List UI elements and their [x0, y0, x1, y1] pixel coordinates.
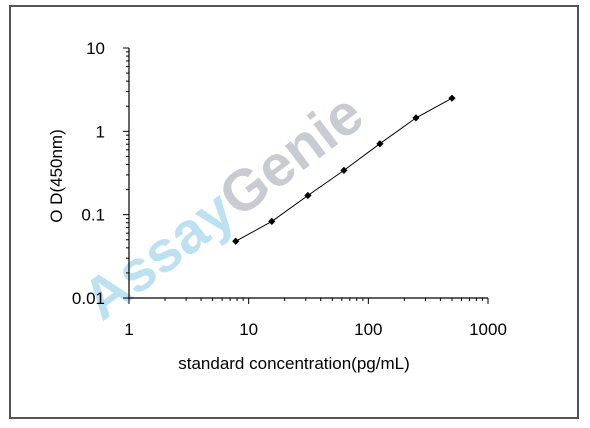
- tick-labels: 1 10 100 1000 10 1 0.1 0.01: [72, 39, 507, 339]
- y-axis-label: O D(450nm): [47, 129, 66, 223]
- y-tick-label-0.01: 0.01: [72, 289, 105, 308]
- data-point: [268, 217, 276, 226]
- data-points: [232, 94, 456, 245]
- data-point: [340, 166, 348, 174]
- watermark: AssayGenie: [71, 81, 375, 333]
- data-point: [412, 114, 420, 122]
- watermark-part1: Assay: [71, 178, 247, 333]
- data-point: [448, 94, 456, 102]
- y-tick-label-1: 1: [96, 122, 105, 141]
- data-point: [232, 237, 240, 245]
- svg-text:AssayGenie: AssayGenie: [71, 81, 375, 333]
- y-tick-label-10: 10: [86, 39, 105, 58]
- chart-frame: [9, 5, 579, 419]
- axes: [123, 47, 489, 304]
- data-point: [304, 191, 312, 200]
- x-tick-label-100: 100: [354, 320, 382, 339]
- x-ticks: [128, 298, 489, 304]
- data-point: [376, 140, 384, 148]
- y-ticks: [123, 47, 129, 299]
- x-tick-label-1000: 1000: [469, 320, 507, 339]
- x-tick-label-1: 1: [124, 320, 133, 339]
- x-axis-label: standard concentration(pg/mL): [178, 354, 410, 373]
- x-tick-label-10: 10: [239, 320, 258, 339]
- y-tick-label-0.1: 0.1: [81, 206, 105, 225]
